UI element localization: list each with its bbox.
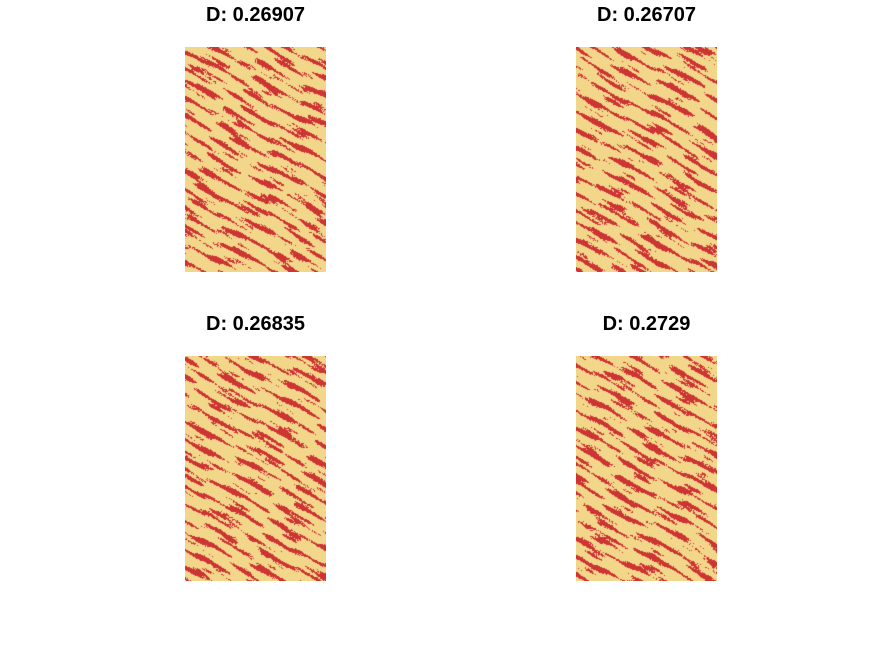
microstructure-image [576, 356, 717, 581]
microstructure-image [185, 356, 326, 581]
microstructure-image [576, 47, 717, 272]
panel-title: D: 0.26707 [597, 4, 696, 26]
panel-title: D: 0.2729 [602, 313, 691, 335]
microstructure-image [185, 47, 326, 272]
panel-title: D: 0.26835 [206, 313, 305, 335]
panel-title: D: 0.26907 [206, 4, 305, 26]
